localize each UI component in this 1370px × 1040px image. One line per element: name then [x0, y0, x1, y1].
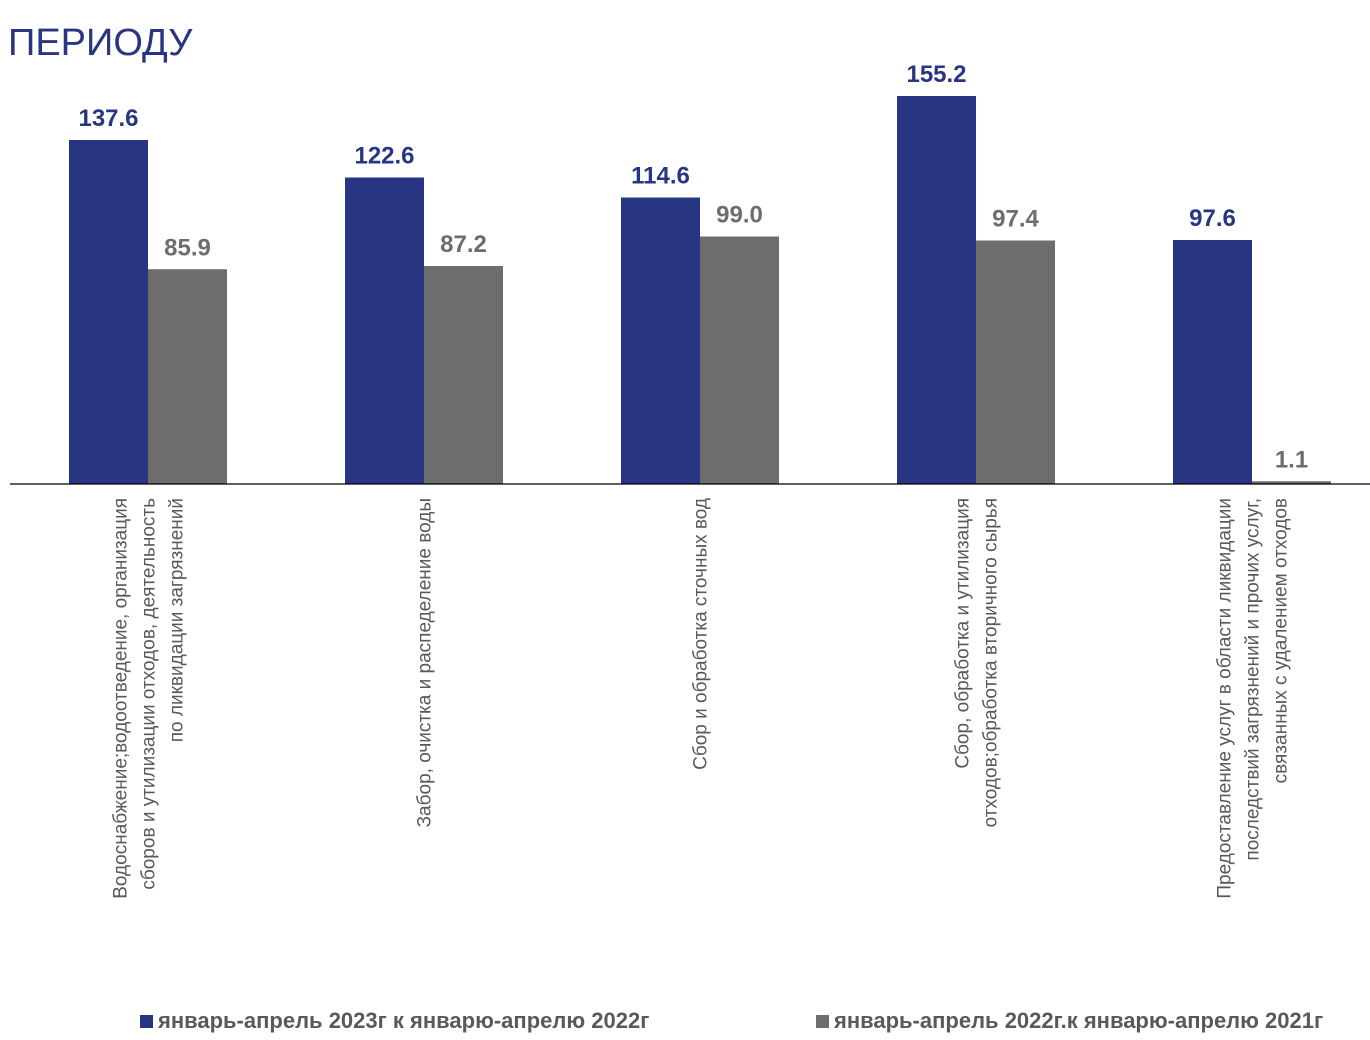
data-label-series-1-cat-2: 122.6 [354, 143, 414, 170]
data-label-series-2-cat-5: 1.1 [1275, 446, 1308, 473]
category-label-1: Водоснабжение;водоотведение, организация… [111, 498, 188, 899]
data-label-series-1-cat-3: 114.6 [631, 163, 690, 190]
bar-series-1-cat-1 [69, 140, 148, 484]
data-label-series-2-cat-1: 85.9 [164, 234, 211, 261]
bar-series-1-cat-5 [1173, 240, 1252, 484]
bar-series-2-cat-3 [700, 236, 779, 484]
bar-series-2-cat-4 [976, 240, 1055, 484]
legend-label-series-1: январь-апрель 2023г к январю-апрелю 2022… [158, 1008, 650, 1033]
legend-item-series-2: январь-апрель 2022г.к январю-апрелю 2021… [816, 1008, 1323, 1034]
chart-title: ПЕРИОДУ [8, 22, 193, 64]
legend-label-series-2: январь-апрель 2022г.к январю-апрелю 2021… [834, 1008, 1324, 1033]
data-label-series-2-cat-3: 99.0 [716, 202, 763, 229]
bar-series-2-cat-2 [424, 266, 503, 484]
data-label-series-1-cat-4: 155.2 [906, 61, 966, 88]
bar-series-2-cat-5 [1252, 481, 1331, 484]
category-label-3: Сбор и обработка сточных вод [691, 498, 712, 770]
legend-item-series-1: январь-апрель 2023г к январю-апрелю 2022… [140, 1008, 649, 1034]
legend-swatch-series-2 [816, 1014, 829, 1028]
bar-series-1-cat-3 [621, 197, 700, 484]
bar-chart: 137.6 85.9 Водоснабжение;водоотведение, ор… [10, 61, 1370, 899]
category-label-4: Сбор, обработка и утилизация отходов;обра… [953, 498, 1002, 827]
bar-series-1-cat-2 [345, 177, 424, 484]
category-label-2: Забор, очистка и распеделение воды [415, 498, 436, 827]
legend-swatch-series-1 [140, 1014, 153, 1028]
legend: январь-апрель 2023г к январю-апрелю 2022… [140, 1008, 1370, 1038]
data-label-series-1-cat-1: 137.6 [78, 105, 138, 132]
data-label-series-1-cat-5: 97.6 [1189, 205, 1236, 232]
category-label-5: Предоставление услуг в области ликвидаци… [1215, 498, 1292, 899]
data-label-series-2-cat-4: 97.4 [992, 206, 1039, 233]
bar-series-2-cat-1 [148, 269, 227, 484]
data-label-series-2-cat-2: 87.2 [440, 231, 487, 258]
bar-series-1-cat-4 [897, 96, 976, 484]
